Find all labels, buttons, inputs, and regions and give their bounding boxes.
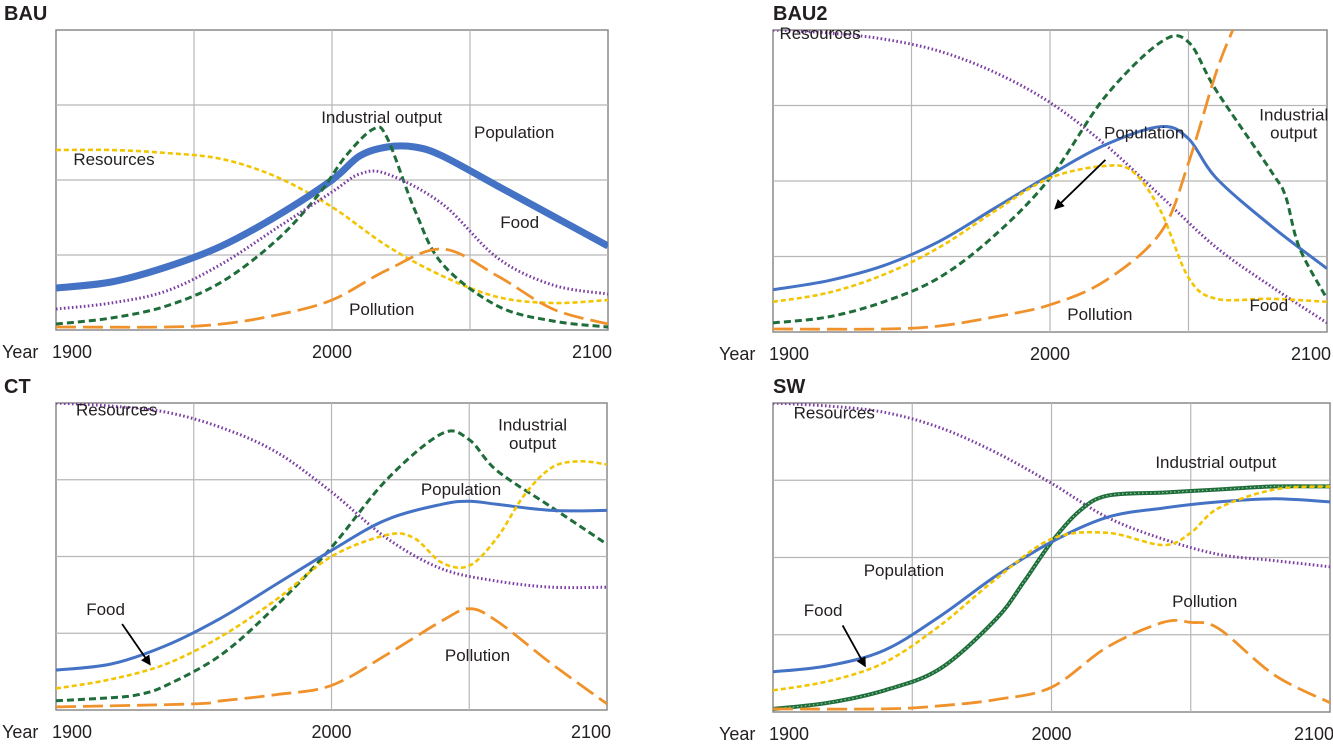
panel-title: SW xyxy=(773,376,805,398)
series-line-population xyxy=(773,124,1327,292)
x-tick-label: 2000 xyxy=(1030,344,1070,364)
annotation-population: Population xyxy=(864,561,944,580)
series-line-food xyxy=(56,169,608,311)
annotation-resources: Resources xyxy=(779,24,860,43)
x-tick-label: 2100 xyxy=(1291,344,1331,364)
annotation-arrow xyxy=(1054,159,1107,210)
x-axis-label: Year xyxy=(2,722,38,740)
x-tick-label: 2100 xyxy=(572,342,612,362)
x-tick-label: 2100 xyxy=(1294,724,1333,740)
series-group-ct xyxy=(56,403,607,709)
annotation-population: Population xyxy=(1104,124,1184,143)
panel-bau: BAU Year 1900 2000 2100 Industrial output Popu… xyxy=(2,3,612,362)
annotation-food: Food xyxy=(804,601,843,620)
series-line-pollution xyxy=(773,30,1235,331)
x-axis-label: Year xyxy=(719,344,755,364)
panel-sw: SW Year 1900 2000 2100 Resources Industrial ou… xyxy=(719,376,1333,744)
annotation-pollution: Pollution xyxy=(445,646,510,665)
x-tick-label: 1900 xyxy=(52,342,92,362)
series-line-population xyxy=(56,142,608,292)
x-tick-label: 1900 xyxy=(769,344,809,364)
series-line-industrial-output xyxy=(56,429,607,703)
x-tick-label: 1900 xyxy=(52,722,92,740)
annotation-output: output xyxy=(509,434,557,453)
x-axis-label: Year xyxy=(2,342,38,362)
x-tick-label: 2100 xyxy=(571,722,611,740)
series-line-industrial-output-texture xyxy=(773,485,1330,710)
annotation-resources: Resources xyxy=(794,403,875,422)
series-line-resources xyxy=(773,403,1330,569)
annotation-food: Food xyxy=(1249,296,1288,315)
annotation-pollution: Pollution xyxy=(1067,305,1132,324)
annotation-population: Population xyxy=(421,480,501,499)
series-line-food xyxy=(773,164,1327,304)
annotation-food: Food xyxy=(500,213,539,232)
annotation-food: Food xyxy=(86,600,125,619)
series-line-pollution xyxy=(56,247,608,329)
panel-title: BAU2 xyxy=(773,3,827,25)
panel-title: CT xyxy=(4,376,31,398)
series-line-industrial-output xyxy=(56,125,608,329)
series-line-population xyxy=(773,497,1330,674)
series-line-food xyxy=(773,485,1330,692)
series-group-bau xyxy=(56,125,608,329)
series-line-resources xyxy=(56,403,607,590)
x-tick-label: 2000 xyxy=(1031,724,1071,740)
panel-ct: CT Year 1900 2000 2100 Resources Industrialout… xyxy=(2,376,611,742)
x-tick-label: 2000 xyxy=(311,722,351,740)
series-line-pollution xyxy=(773,618,1330,711)
annotation-resources: Resources xyxy=(73,150,154,169)
series-line-resources xyxy=(773,30,1327,325)
annotation-arrow xyxy=(121,623,151,666)
series-line-pollution xyxy=(56,607,607,709)
annotation-population: Population xyxy=(474,123,554,142)
series-group-sw xyxy=(773,403,1330,711)
x-tick-label: 1900 xyxy=(769,724,809,740)
annotation-industrial: Industrial xyxy=(1259,106,1328,125)
series-line-resources xyxy=(56,148,608,305)
annotation-pollution: Pollution xyxy=(349,300,414,319)
panel-bau2: BAU2 Year 1900 2000 2100 Resources Population I… xyxy=(719,3,1331,364)
x-axis-label: Year xyxy=(719,724,755,740)
panel-title: BAU xyxy=(4,3,47,25)
annotation-resources: Resources xyxy=(76,400,157,419)
series-line-population xyxy=(56,499,607,672)
annotation-industrial: Industrial xyxy=(498,416,567,435)
x-tick-label: 2000 xyxy=(312,342,352,362)
annotation-industrial-output: Industrial output xyxy=(321,108,442,127)
series-line-industrial-output xyxy=(773,34,1327,325)
annotation-arrow xyxy=(841,625,866,668)
annotation-pollution: Pollution xyxy=(1172,592,1237,611)
series-group-bau2 xyxy=(773,30,1327,331)
annotation-industrial-output: Industrial output xyxy=(1155,453,1276,472)
annotation-output: output xyxy=(1270,124,1318,143)
